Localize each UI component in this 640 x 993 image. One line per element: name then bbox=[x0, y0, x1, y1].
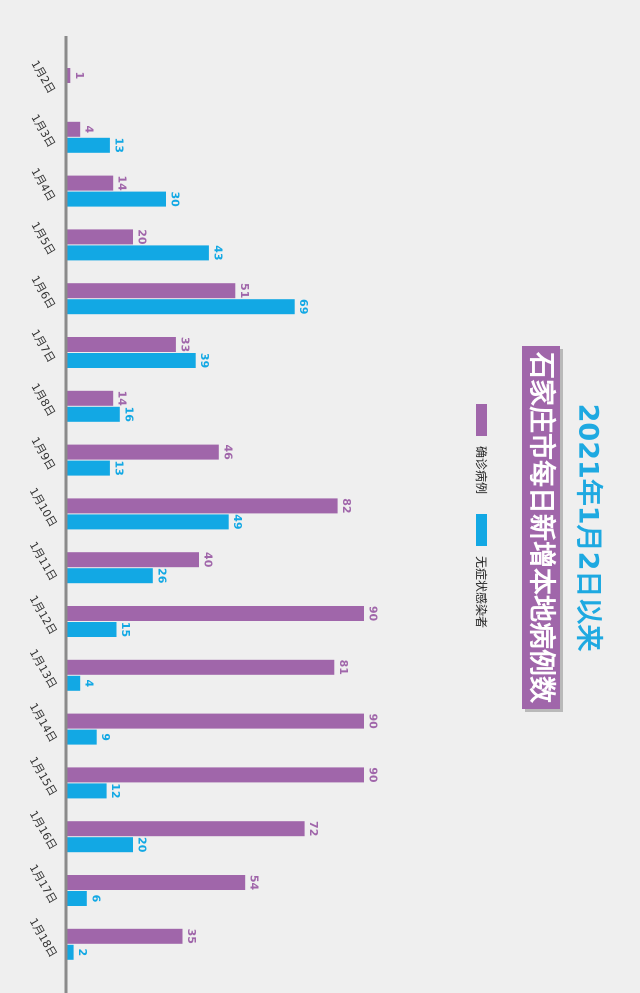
bar-asymptomatic bbox=[67, 891, 87, 906]
category-label: 1月5日 bbox=[28, 220, 57, 258]
value-label-asymptomatic: 20 bbox=[136, 837, 149, 853]
bar-asymptomatic bbox=[67, 460, 110, 476]
value-label-asymptomatic: 13 bbox=[112, 138, 125, 153]
bar-confirmed bbox=[67, 552, 199, 568]
value-label-confirmed: 4 bbox=[83, 125, 96, 133]
category-label: 1月13日 bbox=[27, 647, 60, 691]
bar-confirmed bbox=[67, 821, 305, 837]
value-label-confirmed: 90 bbox=[367, 606, 380, 622]
value-label-confirmed: 1 bbox=[73, 72, 86, 80]
category-label: 1月15日 bbox=[27, 755, 60, 799]
legend-label-asymptomatic: 无症状感染者 bbox=[474, 556, 489, 628]
legend: 确诊病例 无症状感染者 bbox=[474, 404, 489, 628]
value-label-confirmed: 35 bbox=[185, 929, 198, 944]
value-label-confirmed: 46 bbox=[221, 444, 234, 460]
value-label-asymptomatic: 2 bbox=[76, 948, 89, 956]
category-label: 1月14日 bbox=[27, 701, 60, 745]
bar-asymptomatic bbox=[67, 783, 107, 799]
category-label: 1月12日 bbox=[27, 593, 60, 637]
bar-asymptomatic bbox=[67, 137, 110, 153]
bar-confirmed bbox=[67, 337, 176, 352]
legend-label-confirmed: 确诊病例 bbox=[474, 446, 489, 494]
value-label-asymptomatic: 4 bbox=[83, 679, 96, 687]
title-block: 石家庄市每日新增本地病例数 2021年1月2日以来 bbox=[522, 346, 605, 712]
value-label-asymptomatic: 39 bbox=[198, 353, 211, 368]
category-label: 1月2日 bbox=[28, 58, 57, 96]
bar-confirmed bbox=[67, 713, 364, 729]
bar-confirmed bbox=[67, 121, 81, 137]
value-label-confirmed: 82 bbox=[340, 498, 353, 513]
bar-confirmed bbox=[67, 229, 133, 245]
bar-confirmed bbox=[67, 283, 236, 299]
bar-asymptomatic bbox=[67, 729, 97, 745]
bar-confirmed bbox=[67, 390, 114, 406]
bar-confirmed bbox=[67, 659, 335, 675]
category-label: 1月17日 bbox=[27, 862, 60, 906]
bar-confirmed bbox=[67, 875, 246, 890]
bar-confirmed bbox=[67, 606, 364, 621]
bar-asymptomatic bbox=[67, 406, 120, 422]
bar-asymptomatic bbox=[67, 353, 196, 368]
value-label-asymptomatic: 13 bbox=[112, 460, 125, 475]
bar-asymptomatic bbox=[67, 944, 74, 960]
value-label-confirmed: 90 bbox=[367, 713, 380, 729]
value-label-confirmed: 51 bbox=[238, 283, 251, 298]
category-label: 1月10日 bbox=[27, 486, 60, 530]
bar-asymptomatic bbox=[67, 191, 166, 207]
category-label: 1月18日 bbox=[27, 916, 60, 960]
bar-confirmed bbox=[67, 767, 364, 783]
category-label: 1月16日 bbox=[27, 808, 60, 852]
value-label-confirmed: 90 bbox=[367, 767, 380, 783]
value-label-asymptomatic: 49 bbox=[231, 514, 244, 529]
chart-subtitle: 石家庄市每日新增本地病例数 bbox=[526, 351, 558, 704]
value-label-asymptomatic: 26 bbox=[155, 568, 168, 584]
bar-confirmed bbox=[67, 498, 338, 514]
value-label-asymptomatic: 12 bbox=[109, 783, 122, 798]
legend-swatch-asymptomatic bbox=[476, 514, 487, 546]
bar-asymptomatic bbox=[67, 514, 229, 530]
category-label: 1月6日 bbox=[28, 273, 57, 311]
value-label-confirmed: 20 bbox=[136, 229, 149, 245]
bar-asymptomatic bbox=[67, 837, 133, 853]
value-label-asymptomatic: 9 bbox=[99, 733, 112, 741]
legend-swatch-confirmed bbox=[476, 404, 487, 436]
value-label-asymptomatic: 43 bbox=[211, 245, 224, 260]
value-label-confirmed: 14 bbox=[116, 175, 129, 191]
value-label-confirmed: 72 bbox=[307, 821, 320, 836]
value-label-confirmed: 54 bbox=[248, 875, 261, 891]
bar-asymptomatic bbox=[67, 622, 117, 637]
value-label-asymptomatic: 16 bbox=[122, 407, 135, 423]
bar-confirmed bbox=[67, 444, 219, 460]
bar-confirmed bbox=[67, 928, 183, 944]
value-label-confirmed: 40 bbox=[202, 552, 215, 568]
chart-title: 2021年1月2日以来 bbox=[573, 404, 605, 652]
bar-confirmed bbox=[67, 68, 71, 83]
value-label-confirmed: 14 bbox=[116, 391, 129, 407]
value-label-confirmed: 33 bbox=[178, 337, 191, 352]
bar-asymptomatic bbox=[67, 245, 209, 261]
bar-asymptomatic bbox=[67, 299, 295, 315]
category-label: 1月7日 bbox=[28, 327, 57, 365]
category-label: 1月8日 bbox=[28, 381, 57, 419]
value-label-asymptomatic: 15 bbox=[119, 622, 132, 637]
subtitle-banner bbox=[522, 346, 560, 709]
value-label-asymptomatic: 6 bbox=[89, 895, 102, 903]
value-label-asymptomatic: 69 bbox=[297, 299, 310, 314]
category-label: 1月4日 bbox=[28, 166, 57, 204]
bar-asymptomatic bbox=[67, 675, 81, 691]
category-label: 1月3日 bbox=[28, 112, 57, 150]
value-label-asymptomatic: 30 bbox=[169, 191, 182, 207]
category-label: 1月11日 bbox=[27, 539, 60, 583]
value-label-confirmed: 81 bbox=[337, 660, 350, 675]
bar-confirmed bbox=[67, 175, 114, 191]
bar-asymptomatic bbox=[67, 568, 153, 584]
category-label: 1月9日 bbox=[28, 435, 57, 473]
